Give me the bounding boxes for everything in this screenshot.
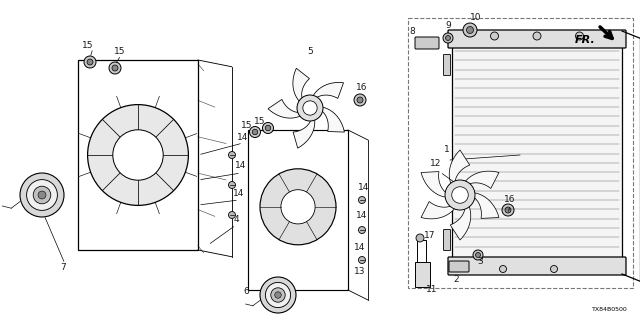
- Polygon shape: [451, 205, 471, 240]
- Circle shape: [38, 191, 46, 199]
- Text: 3: 3: [477, 258, 483, 267]
- Circle shape: [260, 277, 296, 313]
- Circle shape: [88, 105, 188, 205]
- Text: 14: 14: [236, 162, 246, 171]
- Polygon shape: [465, 171, 499, 188]
- Circle shape: [443, 33, 453, 43]
- Polygon shape: [293, 119, 315, 148]
- Circle shape: [575, 32, 584, 40]
- Text: 4: 4: [233, 214, 239, 223]
- Circle shape: [502, 204, 514, 216]
- Circle shape: [84, 56, 96, 68]
- Circle shape: [266, 282, 291, 308]
- Text: 16: 16: [504, 196, 516, 204]
- Circle shape: [445, 36, 451, 41]
- Text: 14: 14: [234, 189, 244, 198]
- Circle shape: [33, 186, 51, 204]
- Text: 11: 11: [426, 285, 438, 294]
- FancyBboxPatch shape: [415, 261, 429, 286]
- Circle shape: [228, 151, 236, 158]
- Circle shape: [250, 126, 260, 138]
- Text: 12: 12: [430, 158, 442, 167]
- Text: 14: 14: [355, 244, 365, 252]
- Polygon shape: [421, 202, 456, 219]
- Circle shape: [490, 32, 499, 40]
- Polygon shape: [293, 68, 310, 102]
- FancyBboxPatch shape: [248, 130, 348, 290]
- Circle shape: [271, 288, 285, 302]
- Text: 16: 16: [356, 84, 368, 92]
- Text: 14: 14: [356, 211, 368, 220]
- Circle shape: [463, 23, 477, 37]
- Circle shape: [112, 65, 118, 71]
- Circle shape: [297, 95, 323, 121]
- Text: 15: 15: [241, 121, 253, 130]
- Circle shape: [550, 266, 557, 273]
- FancyBboxPatch shape: [452, 45, 622, 260]
- FancyBboxPatch shape: [444, 229, 451, 251]
- Text: 6: 6: [243, 287, 249, 297]
- Circle shape: [20, 173, 64, 217]
- Text: 17: 17: [424, 231, 436, 241]
- Circle shape: [358, 227, 365, 234]
- Circle shape: [252, 129, 258, 135]
- FancyBboxPatch shape: [444, 54, 451, 76]
- Circle shape: [87, 59, 93, 65]
- Polygon shape: [321, 107, 344, 132]
- Text: 1: 1: [444, 146, 450, 155]
- Polygon shape: [312, 83, 344, 99]
- Circle shape: [260, 169, 336, 245]
- Circle shape: [265, 125, 271, 131]
- Circle shape: [27, 180, 58, 211]
- Circle shape: [228, 212, 236, 219]
- Polygon shape: [421, 172, 447, 197]
- Polygon shape: [449, 150, 470, 185]
- Text: 5: 5: [307, 47, 313, 57]
- Circle shape: [275, 292, 281, 298]
- Circle shape: [109, 62, 121, 74]
- Text: 7: 7: [60, 263, 66, 273]
- Text: FR.: FR.: [575, 35, 595, 45]
- Circle shape: [281, 190, 315, 224]
- Text: 15: 15: [83, 41, 93, 50]
- Circle shape: [533, 32, 541, 40]
- Circle shape: [416, 234, 424, 242]
- Text: 15: 15: [254, 116, 266, 125]
- Text: 14: 14: [358, 183, 370, 193]
- FancyBboxPatch shape: [78, 60, 198, 250]
- Text: TX84B0500: TX84B0500: [592, 307, 628, 312]
- FancyBboxPatch shape: [449, 261, 469, 272]
- Circle shape: [505, 207, 511, 213]
- Polygon shape: [474, 193, 499, 219]
- Circle shape: [499, 266, 506, 273]
- Text: 10: 10: [470, 13, 482, 22]
- Circle shape: [476, 252, 481, 258]
- FancyBboxPatch shape: [448, 30, 626, 48]
- Circle shape: [445, 180, 475, 210]
- Circle shape: [452, 187, 468, 203]
- Text: 8: 8: [409, 28, 415, 36]
- FancyBboxPatch shape: [448, 257, 626, 275]
- Text: 2: 2: [453, 276, 459, 284]
- Text: 15: 15: [115, 46, 125, 55]
- Circle shape: [303, 101, 317, 115]
- Text: 14: 14: [237, 133, 249, 142]
- Circle shape: [473, 250, 483, 260]
- FancyBboxPatch shape: [415, 37, 439, 49]
- Circle shape: [262, 123, 273, 133]
- Circle shape: [358, 257, 365, 263]
- Text: 13: 13: [355, 268, 365, 276]
- Circle shape: [228, 181, 236, 188]
- Text: 9: 9: [445, 21, 451, 30]
- Circle shape: [357, 97, 363, 103]
- Circle shape: [113, 130, 163, 180]
- Circle shape: [467, 27, 474, 34]
- Polygon shape: [268, 100, 301, 118]
- Circle shape: [358, 196, 365, 204]
- Circle shape: [354, 94, 366, 106]
